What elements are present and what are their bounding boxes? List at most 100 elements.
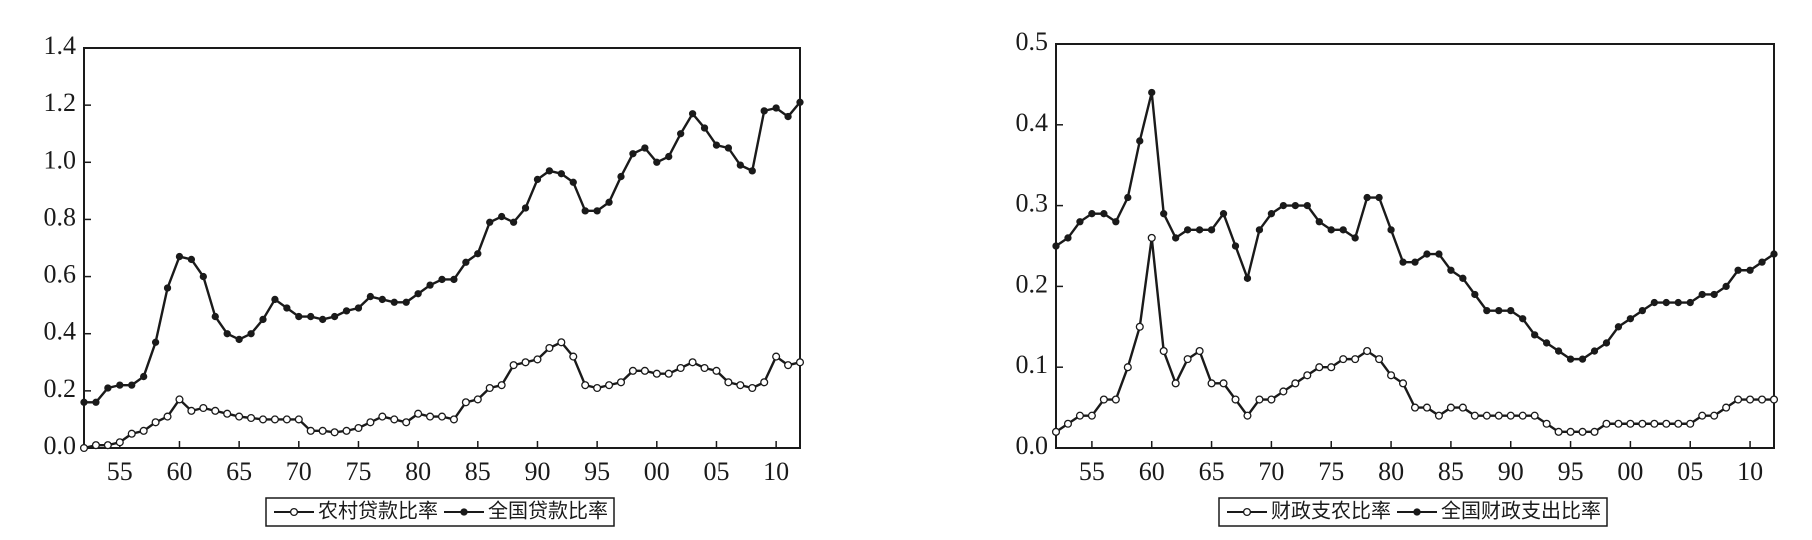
point — [521, 358, 530, 367]
point — [1602, 419, 1611, 428]
point — [1518, 411, 1527, 420]
plot-frame — [83, 47, 801, 449]
point — [1674, 419, 1683, 428]
point — [1746, 266, 1754, 274]
legend-marker — [1242, 507, 1252, 517]
point — [1674, 298, 1682, 307]
point — [175, 252, 184, 261]
point — [605, 381, 614, 390]
x-tick-label: 70 — [286, 457, 312, 486]
point — [653, 158, 661, 166]
point — [1686, 419, 1695, 428]
point — [116, 381, 124, 389]
point — [1195, 226, 1204, 234]
point — [1722, 282, 1730, 291]
point — [79, 443, 89, 453]
point — [1698, 411, 1707, 420]
point — [1399, 258, 1407, 266]
point — [1148, 88, 1156, 97]
series-line — [1055, 92, 1775, 361]
point — [1506, 411, 1515, 420]
point — [1434, 411, 1443, 420]
point — [1088, 210, 1096, 218]
series-line — [83, 340, 801, 450]
point — [628, 366, 637, 375]
y-tick-label: 0.2 — [44, 374, 77, 403]
point — [616, 378, 626, 387]
x-tick-label: 65 — [1199, 457, 1225, 486]
legend: 农村贷款比率 全国贷款比率 — [265, 497, 615, 527]
point — [1757, 395, 1767, 404]
legend-label: 全国贷款比率 — [488, 499, 608, 523]
point — [282, 415, 291, 424]
point — [1530, 411, 1539, 420]
point — [1614, 419, 1623, 428]
point — [235, 412, 244, 421]
point — [1052, 242, 1060, 250]
point — [103, 441, 112, 450]
point — [521, 204, 530, 212]
point — [1590, 427, 1599, 436]
point — [330, 428, 339, 437]
point — [748, 383, 757, 393]
point — [1638, 419, 1647, 428]
legend-box — [1218, 497, 1608, 527]
point — [390, 298, 398, 306]
point — [139, 426, 148, 435]
point — [1351, 234, 1359, 242]
point — [473, 395, 482, 404]
x-tick-label: 05 — [703, 457, 729, 486]
point — [1710, 411, 1719, 420]
point — [1255, 395, 1264, 404]
point — [1195, 346, 1204, 356]
legend-box — [265, 497, 615, 527]
point — [545, 343, 554, 353]
point — [664, 369, 673, 378]
point — [151, 338, 160, 346]
point — [115, 438, 124, 447]
point — [1075, 411, 1084, 420]
point — [1123, 363, 1132, 372]
point — [1064, 234, 1072, 242]
point — [1769, 395, 1779, 404]
point — [449, 415, 458, 424]
point — [342, 426, 351, 435]
point — [438, 275, 446, 284]
point — [1650, 419, 1659, 428]
point — [533, 355, 542, 364]
point — [271, 295, 279, 304]
point — [247, 413, 256, 423]
point — [1291, 201, 1299, 210]
point — [127, 429, 136, 438]
y-tick-label: 0.0 — [1016, 431, 1049, 460]
point — [1339, 226, 1347, 234]
point — [1602, 339, 1611, 347]
legend: 财政支农比率 全国财政支出比率 — [1218, 497, 1608, 527]
x-tick-label: 75 — [1318, 457, 1344, 486]
point — [677, 130, 685, 138]
point — [533, 175, 542, 184]
point — [1507, 306, 1515, 315]
point — [187, 255, 196, 264]
point — [1231, 395, 1240, 404]
point — [1722, 403, 1731, 412]
point — [1076, 218, 1084, 226]
y-tick-label: 0.5 — [1016, 27, 1049, 56]
point — [1207, 226, 1216, 234]
point — [1554, 347, 1563, 355]
point — [1422, 403, 1432, 412]
point — [318, 426, 327, 435]
point — [712, 366, 721, 375]
point — [1531, 331, 1539, 339]
point — [1100, 210, 1108, 218]
point — [724, 378, 733, 387]
plot-frame — [1055, 43, 1775, 449]
point — [581, 207, 589, 215]
point — [402, 418, 411, 427]
point — [1112, 218, 1120, 226]
point — [295, 312, 303, 321]
point — [1159, 346, 1168, 356]
x-tick-label: 55 — [107, 457, 133, 486]
x-tick-label: 00 — [644, 457, 670, 486]
x-tick-label: 10 — [1737, 457, 1763, 486]
